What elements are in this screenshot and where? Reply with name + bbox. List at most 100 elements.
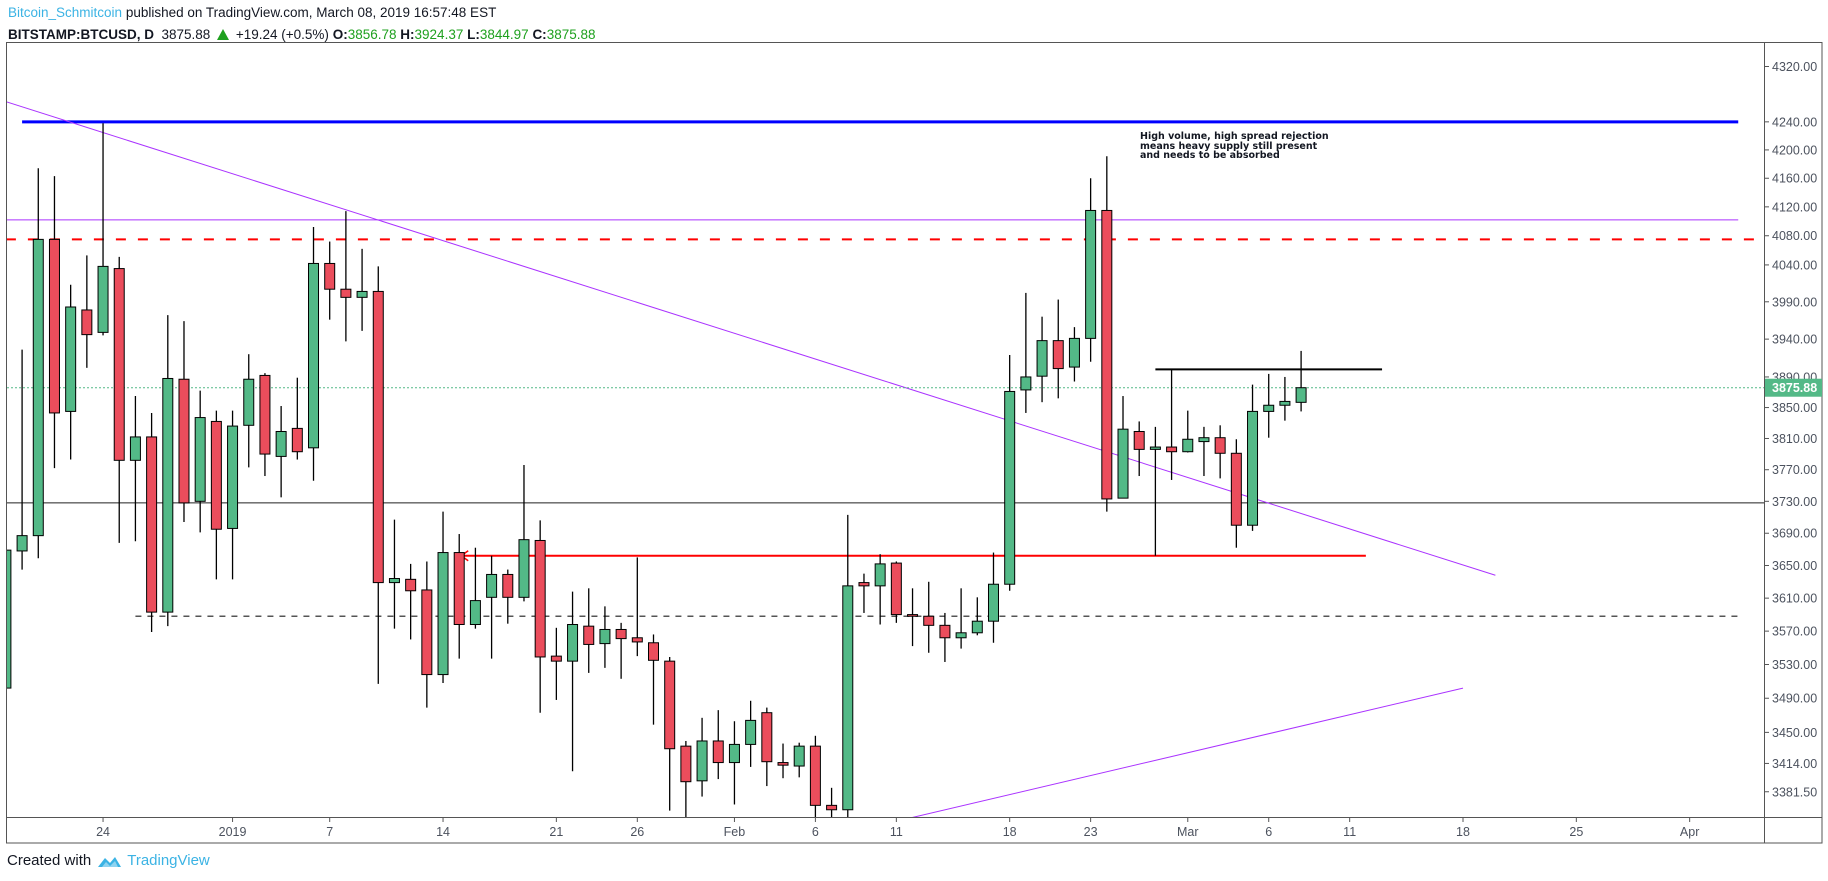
candle-down[interactable]	[648, 634, 659, 725]
triangle-up-icon	[217, 29, 230, 40]
candle-down[interactable]	[631, 557, 643, 657]
candle-up[interactable]	[599, 606, 611, 668]
candle-down[interactable]	[923, 581, 935, 653]
candle-up[interactable]	[955, 588, 967, 649]
candle-down[interactable]	[421, 561, 433, 708]
candle-body	[874, 563, 886, 587]
candle-down[interactable]	[1101, 156, 1113, 512]
time-axis[interactable]: 24 2019 7 14 21 26 Feb 6 11 18 23 Mar 6 11 18 25 Apr	[96, 818, 1699, 839]
candle-down[interactable]	[453, 534, 465, 659]
candle-up[interactable]	[1149, 426, 1161, 556]
trend-line[interactable]	[896, 687, 1464, 821]
candle-down[interactable]	[907, 588, 919, 647]
candle-up[interactable]	[97, 123, 109, 336]
candle-down[interactable]	[259, 373, 271, 477]
candle-down[interactable]	[826, 787, 838, 820]
candle-up[interactable]	[1279, 376, 1291, 421]
candle-up[interactable]	[1117, 396, 1129, 499]
candle-down[interactable]	[178, 321, 190, 523]
symbol-name[interactable]: BITSTAMP:BTCUSD, D	[8, 27, 154, 42]
candle-body	[712, 740, 724, 764]
candle-up[interactable]	[1263, 373, 1275, 438]
candle-up[interactable]	[842, 514, 854, 820]
candle-up[interactable]	[1004, 354, 1016, 591]
candle-down[interactable]	[1052, 299, 1064, 399]
open-value: 3856.78	[347, 27, 397, 42]
candle-up[interactable]	[486, 555, 498, 659]
candle-down[interactable]	[939, 612, 951, 662]
time-tick-label: 26	[630, 825, 644, 839]
candle-up[interactable]	[1068, 327, 1080, 382]
low-label: L:	[467, 27, 480, 42]
candle-down[interactable]	[340, 211, 352, 342]
candle-up[interactable]	[356, 248, 368, 331]
candle-down[interactable]	[146, 412, 158, 632]
candle-down[interactable]	[502, 569, 514, 624]
candle-up[interactable]	[227, 410, 239, 580]
candle-up[interactable]	[129, 396, 141, 542]
candle-body	[1247, 410, 1259, 526]
candle-up[interactable]	[696, 717, 708, 797]
candle-down[interactable]	[858, 573, 870, 613]
candle-body	[340, 288, 352, 298]
candle-down[interactable]	[405, 563, 417, 640]
tradingview-link[interactable]: TradingView	[127, 852, 210, 869]
candle-down[interactable]	[809, 735, 821, 820]
candle-down[interactable]	[664, 656, 676, 811]
candle-up[interactable]	[243, 354, 255, 468]
candle-up[interactable]	[1085, 178, 1097, 362]
candle-up[interactable]	[728, 721, 740, 805]
candle-up[interactable]	[745, 700, 757, 767]
candle-up[interactable]	[308, 227, 320, 481]
candle-down[interactable]	[113, 256, 125, 543]
candle-up[interactable]	[162, 315, 174, 627]
candle-up[interactable]	[1036, 316, 1048, 403]
candle-body	[275, 430, 287, 457]
candle-down[interactable]	[324, 241, 336, 320]
candle-down[interactable]	[712, 710, 724, 780]
candle-up[interactable]	[1247, 384, 1259, 531]
candle-down[interactable]	[48, 176, 60, 469]
candle-up[interactable]	[65, 284, 77, 460]
candle-up[interactable]	[194, 390, 206, 533]
candle-down[interactable]	[550, 627, 562, 700]
candle-down[interactable]	[291, 377, 303, 460]
candle-up[interactable]	[971, 597, 983, 636]
price-axis[interactable]: 4320.00 4240.00 4200.00 4160.00 4120.00 4080.…	[1765, 60, 1817, 799]
candle-up[interactable]	[437, 511, 449, 684]
candle-up[interactable]	[469, 547, 481, 629]
candle-up[interactable]	[567, 591, 579, 772]
candle-down[interactable]	[1214, 425, 1226, 479]
candle-up[interactable]	[32, 168, 44, 559]
candle-down[interactable]	[534, 520, 546, 713]
candle-down[interactable]	[1133, 421, 1145, 477]
candle-down[interactable]	[583, 588, 595, 673]
candle-down[interactable]	[890, 561, 902, 623]
chart-annotation[interactable]: High volume, high spread rejection means …	[1140, 132, 1329, 161]
last-price: 3875.88	[161, 27, 211, 42]
candle-up[interactable]	[987, 552, 999, 643]
candle-up[interactable]	[1198, 426, 1210, 477]
candle-down[interactable]	[1166, 369, 1178, 480]
candle-down[interactable]	[372, 266, 384, 684]
candle-down[interactable]	[680, 740, 692, 819]
candle-up[interactable]	[1295, 350, 1307, 412]
candle-down[interactable]	[777, 743, 789, 779]
candle-down[interactable]	[761, 707, 773, 787]
annotation-line: means heavy supply still present	[1140, 140, 1318, 152]
candle-down[interactable]	[81, 255, 93, 368]
candle-down[interactable]	[615, 622, 627, 679]
candle-down[interactable]	[1230, 439, 1242, 548]
candle-up[interactable]	[793, 742, 805, 778]
candle-up[interactable]	[874, 554, 886, 625]
candle-up[interactable]	[1182, 410, 1194, 453]
author-link[interactable]: Bitcoin_Schmitcoin	[8, 5, 123, 20]
candle-down[interactable]	[210, 410, 222, 580]
candle-up[interactable]	[518, 465, 530, 602]
candle-up[interactable]	[388, 519, 400, 629]
candle-up[interactable]	[1, 545, 12, 689]
candle-up[interactable]	[16, 349, 28, 570]
candle-up[interactable]	[1020, 292, 1032, 413]
candle-up[interactable]	[275, 406, 287, 498]
